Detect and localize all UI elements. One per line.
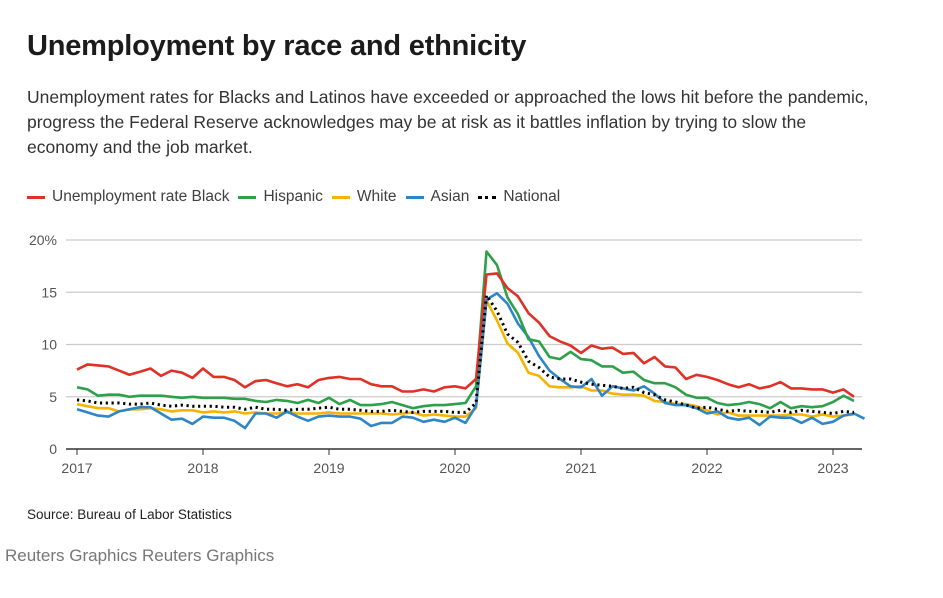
x-tick-label: 2020: [439, 460, 470, 476]
y-tick-label: 10: [41, 337, 57, 353]
series-line-unemployment-rate-black: [76, 272, 855, 398]
legend-swatch-asian: [405, 195, 424, 199]
series-line-national: [76, 293, 855, 415]
legend-label-asian: Asian: [430, 188, 470, 205]
legend-item-black: Unemployment rate Black: [27, 188, 229, 206]
legend-swatch-black: [27, 195, 45, 199]
legend-label-white: White: [356, 188, 397, 205]
y-tick-label: 20%: [29, 232, 57, 248]
x-tick-label: 2022: [691, 460, 722, 476]
series-lines: [76, 250, 866, 430]
source-note: Source: Bureau of Labor Statistics: [27, 507, 232, 522]
x-axis-ticks: 2017 2018 2019 2020 2021 2022 2023: [61, 449, 849, 476]
legend-item-white: White: [331, 188, 397, 206]
y-axis-ticks: 0 5 10 15 20%: [29, 232, 57, 457]
x-tick-label: 2017: [61, 460, 92, 476]
legend-swatch-national: [478, 195, 497, 199]
legend-swatch-white: [331, 195, 350, 199]
legend-item-asian: Asian: [405, 188, 470, 206]
series-line-hispanic: [76, 250, 855, 410]
legend-label-black: Unemployment rate Black: [52, 188, 230, 205]
x-tick-label: 2023: [817, 460, 848, 476]
x-tick-label: 2019: [313, 460, 344, 476]
series-line-asian: [76, 292, 866, 430]
y-tick-label: 15: [41, 284, 57, 300]
y-tick-label: 5: [49, 389, 57, 405]
y-tick-label: 0: [49, 441, 57, 457]
chart-legend: Unemployment rate Black Hispanic White A…: [27, 188, 569, 206]
chart-subtitle: Unemployment rates for Blacks and Latino…: [27, 87, 869, 157]
credit-line: Reuters Graphics Reuters Graphics: [5, 546, 275, 565]
legend-label-national: National: [503, 188, 561, 205]
legend-label-hispanic: Hispanic: [263, 188, 323, 205]
gridlines: [66, 239, 862, 398]
series-line-white: [76, 299, 855, 418]
chart-title: Unemployment by race and ethnicity: [27, 30, 527, 62]
legend-item-national: National: [478, 188, 560, 206]
line-chart: 0 5 10 15 20% 2017 2018 2019 2020 2021 2022 2023: [29, 232, 866, 476]
x-tick-label: 2018: [187, 460, 218, 476]
legend-swatch-hispanic: [238, 195, 257, 199]
x-tick-label: 2021: [565, 460, 596, 476]
legend-item-hispanic: Hispanic: [238, 188, 323, 206]
